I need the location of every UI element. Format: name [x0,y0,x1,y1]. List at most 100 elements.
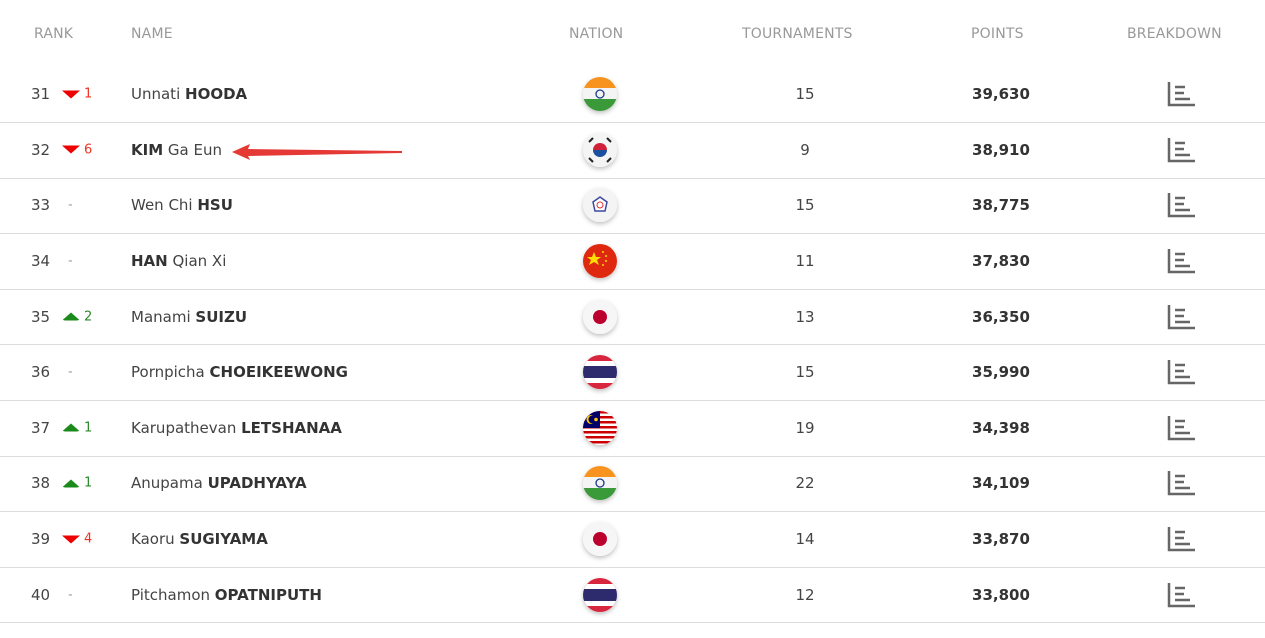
rank-change: 4 [62,532,92,547]
player-surname: CHOEIKEEWONG [209,363,348,382]
player-given-name: Unnati [131,85,186,104]
rank-down-icon [62,535,80,544]
rank-change: 6 [62,142,92,157]
player-given-name: Qian Xi [167,252,227,271]
header-tournaments: TOURNAMENTS [742,26,853,42]
nation-flag-icon [583,188,617,223]
breakdown-chart-icon[interactable] [1166,469,1196,497]
rank-up-icon [62,479,80,488]
nation-flag-icon [583,299,617,334]
player-name-link[interactable]: Manami SUIZU [131,308,247,326]
player-surname: KIM [131,140,164,159]
nation-flag-icon [583,577,617,612]
breakdown-chart-icon[interactable] [1166,191,1196,219]
tournaments-count: 15 [795,363,815,382]
player-surname: LETSHANAA [241,418,342,437]
player-given-name: Anupama [131,474,208,493]
rank: 32 [31,140,51,159]
rank: 34 [31,252,51,271]
player-given-name: Pitchamon [131,585,215,604]
nation-flag-icon [583,410,617,445]
rank: 39 [31,530,51,549]
breakdown-chart-icon[interactable] [1166,358,1196,386]
player-surname: HSU [197,196,233,215]
breakdown-chart-icon[interactable] [1166,247,1196,275]
table-row[interactable]: 33 - Wen Chi HSU 15 38,775 [0,178,1265,235]
tournaments-count: 12 [795,585,815,604]
player-given-name: Wen Chi [131,196,198,215]
rank: 35 [31,307,51,326]
nation-flag-icon [583,466,617,501]
header-name: NAME [131,26,173,42]
nation-flag-icon [583,244,617,279]
player-name-link[interactable]: Kaoru SUGIYAMA [131,530,268,548]
rank-change: 1 [62,476,92,491]
rank: 40 [31,585,51,604]
nation-flag-icon [583,522,617,557]
rank: 33 [31,196,51,215]
header-rank: RANK [34,26,74,42]
rank-down-icon [62,145,80,154]
table-row[interactable]: 35 2 Manami SUIZU 13 36,350 [0,289,1265,346]
breakdown-chart-icon[interactable] [1166,525,1196,553]
rank-change: - [68,587,73,603]
tournaments-count: 9 [800,140,810,159]
breakdown-chart-icon[interactable] [1166,80,1196,108]
table-row[interactable]: 37 1 Karupathevan LETSHANAA 19 34,398 [0,400,1265,457]
player-name-link[interactable]: KIM Ga Eun [131,141,222,159]
table-row[interactable]: 32 6 KIM Ga Eun 9 38,910 [0,122,1265,179]
table-row[interactable]: 39 4 Kaoru SUGIYAMA 14 33,870 [0,511,1265,568]
rank-change: - [68,197,73,213]
tournaments-count: 15 [795,196,815,215]
table-row[interactable]: 34 - HAN Qian Xi 11 37,830 [0,233,1265,290]
player-surname: SUIZU [195,307,248,326]
points: 39,630 [972,85,1030,104]
points: 36,350 [972,307,1030,326]
player-given-name: Pornpicha [131,363,210,382]
tournaments-count: 13 [795,307,815,326]
player-name-link[interactable]: Pitchamon OPATNIPUTH [131,586,322,604]
table-row[interactable]: 31 1 Unnati HOODA 15 39,630 [0,67,1265,124]
player-given-name: Kaoru [131,530,180,549]
breakdown-chart-icon[interactable] [1166,136,1196,164]
table-row[interactable]: 40 - Pitchamon OPATNIPUTH 12 33,800 [0,567,1265,624]
player-surname: HAN [131,252,168,271]
header-points: POINTS [971,26,1024,42]
rank-change: 1 [62,420,92,435]
player-surname: OPATNIPUTH [214,585,322,604]
player-name-link[interactable]: Wen Chi HSU [131,196,233,214]
rank-up-icon [62,312,80,321]
player-given-name: Karupathevan [131,418,242,437]
player-given-name: Ga Eun [163,140,222,159]
points: 33,870 [972,530,1030,549]
player-surname: HOODA [185,85,248,104]
points: 33,800 [972,585,1030,604]
rank: 31 [31,85,51,104]
rank: 37 [31,418,51,437]
tournaments-count: 14 [795,530,815,549]
points: 38,910 [972,140,1030,159]
points: 37,830 [972,252,1030,271]
player-name-link[interactable]: Unnati HOODA [131,85,247,103]
player-name-link[interactable]: HAN Qian Xi [131,252,226,270]
player-surname: UPADHYAYA [207,474,307,493]
player-name-link[interactable]: Anupama UPADHYAYA [131,474,307,492]
nation-flag-icon [583,132,617,167]
table-row[interactable]: 36 - Pornpicha CHOEIKEEWONG 15 35,990 [0,345,1265,402]
rank-up-icon [62,423,80,432]
points: 35,990 [972,363,1030,382]
tournaments-count: 15 [795,85,815,104]
tournaments-count: 11 [795,252,815,271]
breakdown-chart-icon[interactable] [1166,581,1196,609]
table-row[interactable]: 38 1 Anupama UPADHYAYA 22 34,109 [0,456,1265,513]
rank-change: 1 [62,87,92,102]
annotation-arrow-icon [232,144,402,160]
breakdown-chart-icon[interactable] [1166,303,1196,331]
player-name-link[interactable]: Karupathevan LETSHANAA [131,419,342,437]
header-breakdown: BREAKDOWN [1127,26,1222,42]
nation-flag-icon [583,77,617,112]
player-name-link[interactable]: Pornpicha CHOEIKEEWONG [131,363,348,381]
breakdown-chart-icon[interactable] [1166,414,1196,442]
points: 34,109 [972,474,1030,493]
